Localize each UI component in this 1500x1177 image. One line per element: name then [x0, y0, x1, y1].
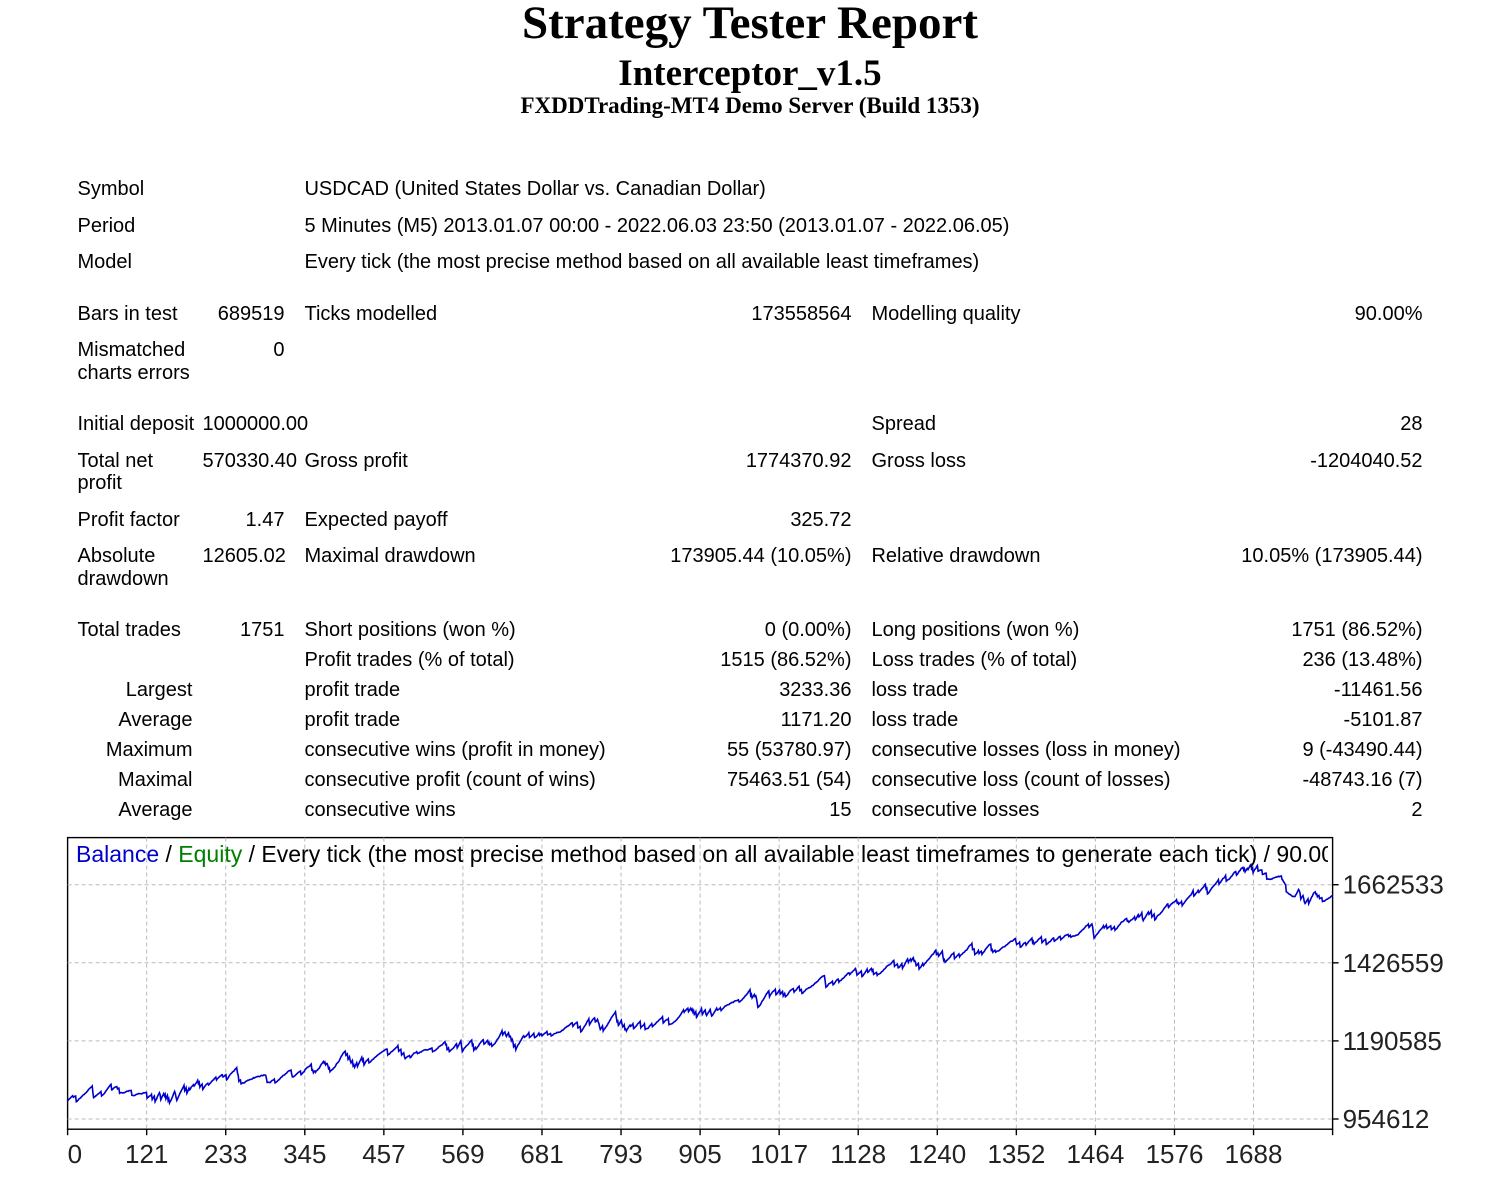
svg-text:1240: 1240: [908, 1139, 966, 1169]
svg-text:121: 121: [125, 1139, 168, 1169]
svg-text:905: 905: [678, 1139, 721, 1169]
svg-text:1426559: 1426559: [1343, 948, 1444, 978]
svg-text:569: 569: [441, 1139, 484, 1169]
svg-text:681: 681: [520, 1139, 563, 1169]
svg-text:345: 345: [283, 1139, 326, 1169]
svg-text:1662533: 1662533: [1343, 870, 1444, 900]
svg-text:1688: 1688: [1225, 1139, 1283, 1169]
svg-text:457: 457: [362, 1139, 405, 1169]
svg-text:1352: 1352: [987, 1139, 1045, 1169]
svg-text:1576: 1576: [1146, 1139, 1204, 1169]
svg-text:0: 0: [68, 1139, 82, 1169]
svg-text:954612: 954612: [1343, 1104, 1430, 1134]
svg-text:1017: 1017: [750, 1139, 808, 1169]
svg-text:1464: 1464: [1066, 1139, 1124, 1169]
svg-text:233: 233: [204, 1139, 247, 1169]
svg-text:1190585: 1190585: [1343, 1026, 1442, 1056]
svg-text:793: 793: [599, 1139, 642, 1169]
svg-text:1128: 1128: [830, 1139, 886, 1169]
